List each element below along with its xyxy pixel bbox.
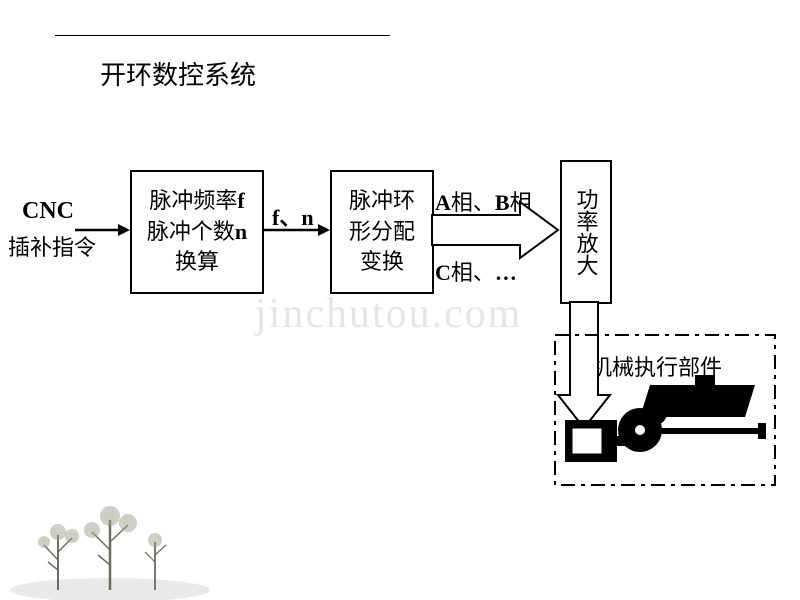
mech-label: 机械执行部件 (590, 350, 722, 382)
box2-line2: 形分配 (349, 217, 415, 248)
watermark: jinchutou.com (255, 290, 522, 338)
box2-line1: 脉冲环 (349, 186, 415, 217)
page-title: 开环数控系统 (100, 55, 256, 92)
fn-label: f、n (272, 200, 314, 232)
box1-line1: 脉冲频率f (149, 186, 244, 217)
landscape-icon (0, 490, 220, 600)
box-power-amp: 功率放大 (560, 160, 612, 304)
ab-phase-label: A相、B相 (435, 185, 532, 217)
box-pulse-convert: 脉冲频率f 脉冲个数n 换算 (130, 170, 264, 294)
title-underline (55, 35, 390, 36)
box-ring-distribute: 脉冲环 形分配 变换 (330, 170, 434, 294)
interp-cmd-label: 插补指令 (8, 230, 96, 262)
box1-line3: 换算 (175, 247, 219, 278)
cnc-label: CNC (22, 198, 74, 225)
box2-line3: 变换 (360, 247, 404, 278)
box1-line2: 脉冲个数n (147, 217, 247, 248)
c-phase-label: C相、… (435, 255, 517, 287)
